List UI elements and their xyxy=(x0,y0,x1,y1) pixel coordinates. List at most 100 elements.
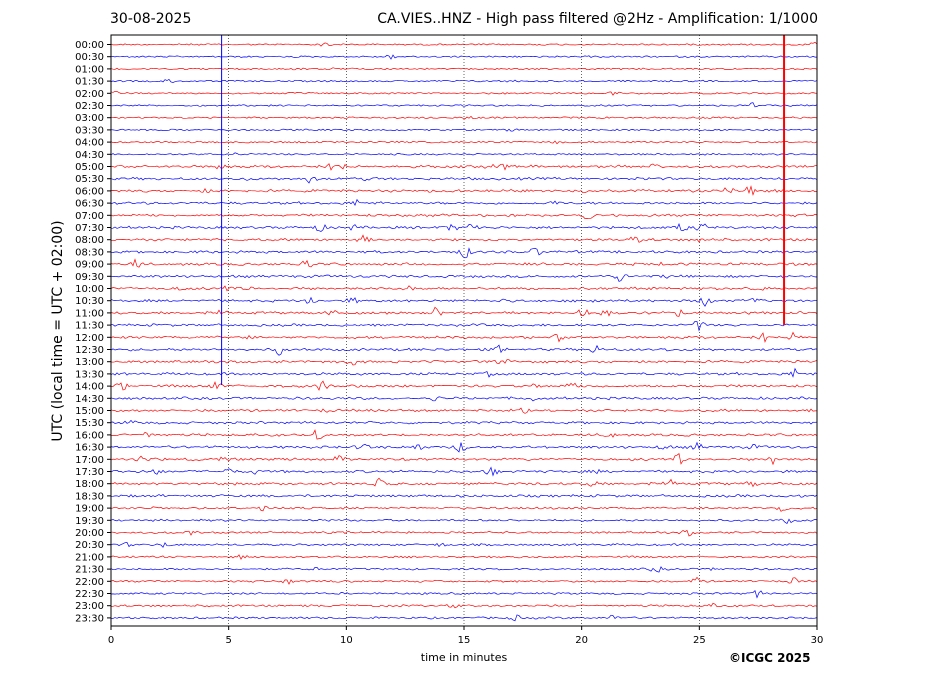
x-tick-label: 20 xyxy=(575,635,588,646)
trace-0000 xyxy=(110,41,818,47)
trace-1600 xyxy=(110,429,818,440)
trace-1200 xyxy=(110,331,818,343)
y-tick-label: 02:30 xyxy=(75,101,104,112)
y-tick-label: 20:30 xyxy=(75,540,104,551)
y-tick-label: 08:30 xyxy=(75,247,104,258)
trace-1530 xyxy=(110,419,818,425)
trace-1630 xyxy=(110,441,818,453)
trace-2000 xyxy=(110,529,818,537)
y-tick-label: 19:00 xyxy=(75,504,104,515)
trace-1130 xyxy=(110,320,818,332)
trace-1430 xyxy=(110,396,818,402)
y-tick-label: 06:30 xyxy=(75,199,104,210)
trace-0900 xyxy=(110,258,818,268)
trace-0730 xyxy=(110,222,818,232)
trace-0830 xyxy=(110,247,818,259)
y-tick-label: 17:00 xyxy=(75,455,104,466)
y-tick-label: 07:00 xyxy=(75,211,104,222)
x-tick-label: 10 xyxy=(340,635,353,646)
grid-layer xyxy=(228,35,700,626)
y-tick-label: 12:00 xyxy=(75,333,104,344)
y-tick-label: 21:00 xyxy=(75,552,104,563)
x-tick-label: 25 xyxy=(693,635,706,646)
trace-2200 xyxy=(110,576,818,585)
y-tick-label: 10:30 xyxy=(75,296,104,307)
chart-title: CA.VIES..HNZ - High pass filtered @2Hz -… xyxy=(377,11,818,27)
y-tick-label: 13:00 xyxy=(75,357,104,368)
y-tick-label: 14:00 xyxy=(75,382,104,393)
trace-1030 xyxy=(110,296,818,307)
trace-0430 xyxy=(110,152,818,156)
trace-1300 xyxy=(110,359,818,366)
y-tick-label: 01:00 xyxy=(75,64,104,75)
trace-1830 xyxy=(110,494,818,498)
y-tick-label: 03:00 xyxy=(75,113,104,124)
trace-0330 xyxy=(110,128,817,132)
trace-1900 xyxy=(110,505,818,512)
trace-layer xyxy=(110,35,818,622)
trace-0930 xyxy=(110,274,818,282)
y-tick-label: 02:00 xyxy=(75,89,104,100)
y-tick-label: 15:30 xyxy=(75,418,104,429)
trace-0800 xyxy=(110,234,818,243)
trace-1230 xyxy=(110,344,817,356)
trace-0600 xyxy=(110,185,818,196)
plot-frame xyxy=(110,34,818,627)
trace-0630 xyxy=(110,198,818,207)
y-tick-label: 00:00 xyxy=(75,40,104,51)
trace-1730 xyxy=(110,466,818,477)
trace-1700 xyxy=(110,452,818,466)
y-tick-label: 07:30 xyxy=(75,223,104,234)
y-tick-label: 22:30 xyxy=(75,589,104,600)
x-axis-label: time in minutes xyxy=(420,651,508,664)
y-tick-label: 18:30 xyxy=(75,491,104,502)
y-tick-label: 05:00 xyxy=(75,162,104,173)
copyright-text: ©ICGC 2025 xyxy=(729,651,811,665)
trace-1800 xyxy=(110,477,818,488)
trace-2230 xyxy=(110,589,818,599)
trace-0530 xyxy=(110,176,818,184)
x-tick-label: 15 xyxy=(458,635,471,646)
trace-1400 xyxy=(110,380,818,391)
y-tick-label: 19:30 xyxy=(75,516,104,527)
x-tick-layer: 0 5 10 15 20 25 30 xyxy=(108,626,823,646)
trace-2130 xyxy=(110,566,818,573)
trace-0200 xyxy=(110,90,818,96)
trace-0100 xyxy=(110,67,818,71)
y-tick-label: 21:30 xyxy=(75,565,104,576)
trace-0400 xyxy=(110,140,818,145)
y-tick-label: 05:30 xyxy=(75,174,104,185)
trace-1000 xyxy=(110,285,818,292)
y-tick-label: 18:00 xyxy=(75,479,104,490)
chart-date: 30-08-2025 xyxy=(110,11,192,27)
trace-0500 xyxy=(110,163,818,171)
trace-0030 xyxy=(110,54,817,60)
y-tick-label: 03:30 xyxy=(75,125,104,136)
x-tick-label: 5 xyxy=(225,635,231,646)
y-tick-label: 11:30 xyxy=(75,321,104,332)
y-tick-label: 09:00 xyxy=(75,260,104,271)
trace-0230 xyxy=(110,102,818,108)
y-tick-label: 04:00 xyxy=(75,138,104,149)
y-tick-label: 15:00 xyxy=(75,406,104,417)
y-tick-label: 09:30 xyxy=(75,272,104,283)
y-tick-label: 12:30 xyxy=(75,345,104,356)
trace-1930 xyxy=(110,518,818,525)
y-tick-label: 04:30 xyxy=(75,150,104,161)
trace-2100 xyxy=(110,554,818,560)
y-tick-label: 13:30 xyxy=(75,369,104,380)
x-tick-label: 0 xyxy=(108,635,114,646)
y-tick-label: 23:30 xyxy=(75,613,104,624)
y-tick-label: 06:00 xyxy=(75,186,104,197)
y-tick-label: 16:00 xyxy=(75,430,104,441)
y-tick-label: 01:30 xyxy=(75,77,104,88)
trace-2300 xyxy=(110,602,818,609)
y-tick-label: 11:00 xyxy=(75,308,104,319)
trace-0130 xyxy=(110,78,818,83)
y-tick-label: 00:30 xyxy=(75,52,104,63)
y-tick-label: 10:00 xyxy=(75,284,104,295)
trace-1330 xyxy=(110,367,818,378)
trace-1500 xyxy=(110,407,818,414)
